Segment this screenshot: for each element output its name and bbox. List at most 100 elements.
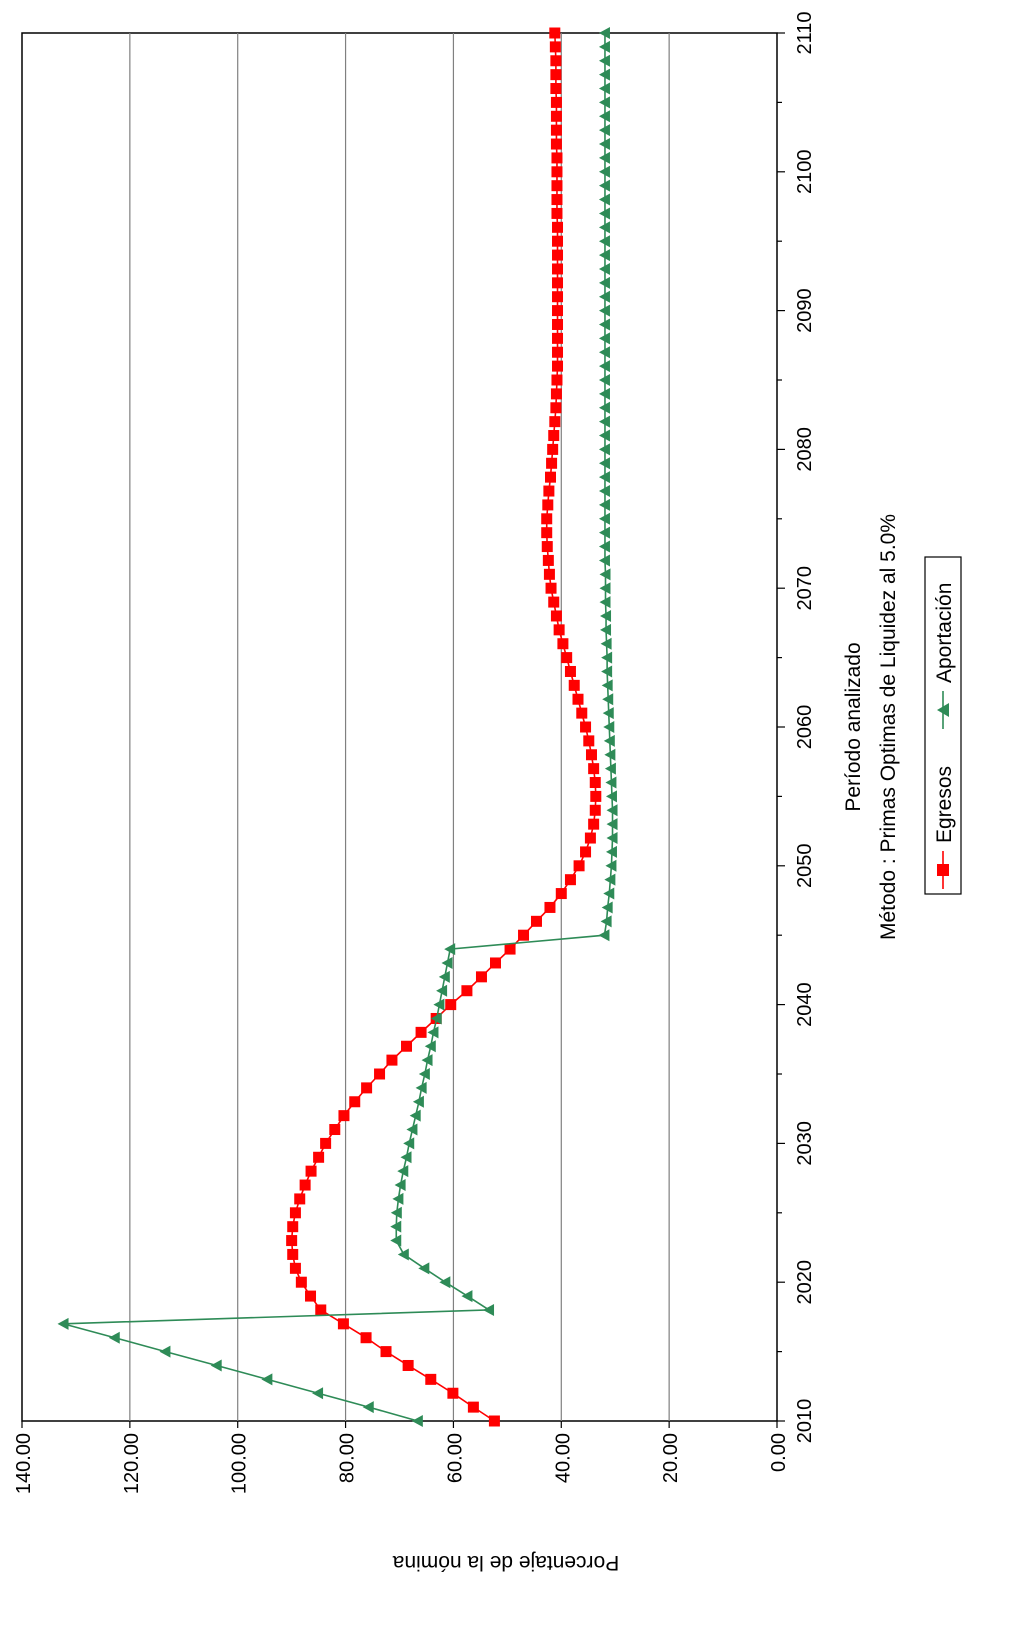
plot-area [21, 27, 785, 1428]
y-axis-label: Porcentaje de la nómina [392, 1551, 619, 1574]
data-point-square [552, 332, 564, 344]
data-point-triangle [598, 415, 610, 428]
data-point-triangle [600, 915, 612, 928]
data-point-triangle [397, 1165, 409, 1178]
data-point-square [425, 1373, 437, 1385]
data-point-square [543, 568, 555, 580]
data-point-triangle [438, 970, 450, 983]
y-tick-label: 0.00 [768, 1433, 790, 1472]
data-point-triangle [483, 1303, 495, 1316]
data-point-triangle [159, 1345, 171, 1358]
data-point-triangle [599, 568, 611, 581]
data-point-square [287, 1221, 299, 1233]
x-tick-label: 2040 [794, 982, 816, 1027]
data-point-square [564, 874, 576, 886]
series-lines [57, 27, 618, 1427]
data-point-square [402, 1359, 414, 1371]
data-point-triangle [436, 984, 448, 997]
data-point-triangle [598, 471, 610, 484]
data-point-triangle [598, 179, 610, 192]
data-point-square [552, 249, 564, 261]
data-point-square [542, 554, 554, 566]
data-point-triangle [392, 1192, 404, 1205]
data-point-square [550, 55, 562, 67]
x-tick-label: 2090 [794, 288, 816, 333]
chart-subtitle: Método : Primas Optimas de Liquidez al 5… [877, 514, 900, 940]
data-point-square [295, 1276, 307, 1288]
x-tick-label: 2080 [794, 427, 816, 472]
data-point-square [374, 1068, 386, 1080]
data-point-square [349, 1096, 361, 1108]
data-point-triangle [599, 596, 611, 609]
data-point-square [552, 277, 564, 289]
data-point-triangle [390, 1206, 402, 1219]
y-axis-tick-labels: 0.00 20.00 40.00 60.00 80.00 100.00 120.00 140.… [13, 1433, 790, 1494]
data-point-triangle [601, 665, 613, 678]
data-point-square [305, 1165, 317, 1177]
data-point-square [305, 1290, 317, 1302]
data-point-triangle [599, 582, 611, 595]
y-tick-label: 100.00 [229, 1433, 251, 1494]
data-point-square [544, 901, 556, 913]
data-point-triangle [598, 512, 610, 525]
data-point-triangle [427, 1026, 439, 1039]
data-point-triangle [108, 1331, 120, 1344]
data-point-square [585, 749, 597, 761]
data-point-square [546, 457, 558, 469]
data-point-triangle [598, 360, 610, 373]
data-point-square [583, 735, 595, 747]
data-point-triangle [598, 193, 610, 206]
data-point-triangle [598, 96, 610, 109]
data-point-square [289, 1262, 301, 1274]
data-point-square [518, 929, 530, 941]
legend-label: Aportación [933, 583, 956, 683]
x-tick-label: 2030 [794, 1121, 816, 1166]
data-point-triangle [598, 374, 610, 386]
data-point-square [550, 110, 562, 122]
data-point-square [589, 777, 601, 789]
data-point-triangle [600, 609, 612, 622]
data-point-square [360, 1332, 372, 1344]
legend-label: Egresos [933, 766, 956, 843]
data-point-square [561, 652, 573, 664]
x-tick-label: 2010 [794, 1399, 816, 1444]
data-point-square [550, 138, 562, 150]
data-point-square [542, 499, 554, 511]
legend-item-aportacion: Aportación [933, 583, 956, 729]
data-point-triangle [412, 1095, 424, 1108]
data-point-square [589, 804, 601, 816]
x-tick-label: 2020 [794, 1260, 816, 1305]
x-tick-label: 2050 [794, 844, 816, 889]
x-axis-label: Período analizado [842, 642, 865, 811]
data-point-square [550, 69, 562, 81]
data-point-square [551, 152, 563, 164]
data-point-triangle [441, 956, 453, 969]
data-point-triangle [461, 1290, 473, 1303]
data-point-square [289, 1207, 301, 1219]
data-point-square [550, 388, 562, 400]
data-point-triangle [598, 401, 610, 414]
data-point-triangle [418, 1068, 430, 1080]
data-point-square [550, 610, 562, 622]
data-point-square [329, 1124, 341, 1136]
data-point-square [588, 763, 600, 775]
data-point-square [445, 999, 457, 1011]
series-aportacion [57, 27, 618, 1427]
data-point-square [551, 166, 563, 178]
data-point-triangle [421, 1054, 433, 1067]
data-point-triangle [598, 235, 610, 248]
data-point-square [415, 1026, 427, 1038]
data-point-square [447, 1387, 459, 1399]
data-point-square [489, 957, 501, 969]
data-point-triangle [403, 1137, 415, 1150]
y-tick-label: 40.00 [552, 1433, 574, 1483]
data-point-square [545, 582, 557, 594]
data-point-square [299, 1179, 311, 1191]
data-point-square [551, 194, 563, 206]
data-point-triangle [601, 651, 613, 664]
data-point-triangle [605, 776, 617, 789]
data-point-triangle [598, 290, 610, 303]
data-point-square [580, 721, 592, 733]
data-point-triangle [606, 804, 618, 817]
data-point-triangle [312, 1387, 324, 1400]
